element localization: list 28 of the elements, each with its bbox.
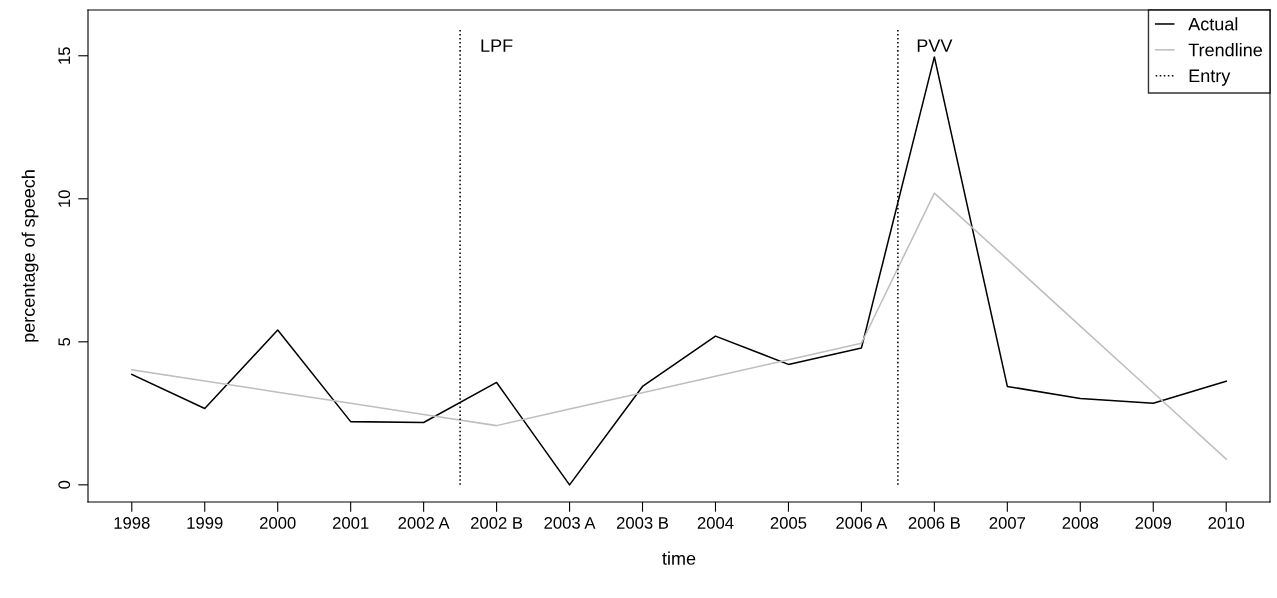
x-tick-label: 2002 B	[471, 517, 523, 529]
x-tick-label: 2006 A	[836, 517, 888, 529]
x-tick-label: 2006 B	[908, 517, 960, 529]
x-tick-label: 2003 A	[544, 517, 596, 529]
x-axis-title: time	[662, 551, 696, 565]
y-tick-label: 15	[58, 47, 71, 64]
x-tick-label: 2005	[770, 517, 807, 529]
y-tick-label: 0	[58, 480, 71, 489]
y-tick-label: 10	[58, 190, 71, 207]
y-axis-title: percentage of speech	[21, 170, 39, 342]
annotation: LPF	[481, 39, 513, 52]
x-tick-label: 2002 A	[398, 517, 450, 529]
x-tick-label: 2008	[1062, 517, 1099, 529]
legend-label: Trendline	[1188, 43, 1262, 57]
line-series	[131, 192, 1227, 460]
legend-label: Entry	[1189, 69, 1231, 86]
x-tick-label: 2010	[1208, 517, 1245, 529]
x-tick-label: 2001	[332, 517, 369, 529]
annotation: PVV	[917, 39, 953, 52]
x-tick-label: 2000	[260, 517, 296, 529]
x-tick-label: 1999	[187, 517, 223, 529]
x-tick-label: 2007	[989, 517, 1026, 529]
x-tick-label: 2009	[1135, 517, 1172, 529]
y-tick-label: 5	[58, 337, 71, 346]
x-tick-label: 2003 B	[616, 517, 669, 529]
legend-label: Actual	[1188, 17, 1238, 31]
x-tick-label: 1998	[114, 517, 150, 529]
x-tick-label: 2004	[697, 517, 734, 529]
